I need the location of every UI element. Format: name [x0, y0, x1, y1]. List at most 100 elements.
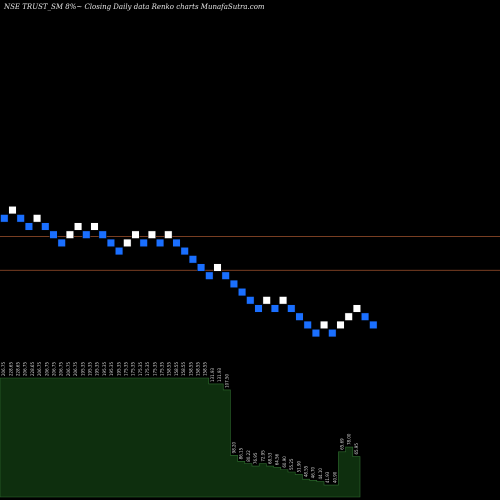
renko-brick-down [287, 304, 296, 313]
renko-brick-down [41, 222, 50, 231]
renko-brick-down [246, 296, 255, 305]
volume-label: 175.35 [131, 362, 136, 376]
volume-labels: 206.75 228.65 228.65 206.75 228.65 206.75 206.… [1, 362, 359, 484]
volume-label: 206.75 [73, 362, 78, 376]
volume-label: 195.35 [80, 362, 85, 376]
volume-label: 195.35 [116, 362, 121, 376]
renko-brick-up [213, 263, 222, 272]
renko-brick-down [188, 255, 197, 264]
volume-label: 158.55 [203, 362, 208, 376]
volume-label: 228.65 [8, 362, 13, 376]
volume-label: 228.65 [30, 362, 35, 376]
renko-brick-up [74, 222, 83, 231]
volume-label: 76.95 [253, 452, 258, 464]
volume-label: 46.70 [311, 466, 316, 478]
volume-label: 65.69 [340, 438, 345, 450]
renko-brick-down [156, 238, 165, 247]
renko-brick-down [57, 238, 66, 247]
renko-brick-down [229, 279, 238, 288]
renko-brick-up [65, 230, 74, 239]
volume-label: 131.93 [217, 367, 222, 381]
renko-brick-down [139, 238, 148, 247]
volume-label: 175.35 [124, 362, 129, 376]
renko-brick-down [16, 214, 25, 223]
chart-title: NSE TRUST_SM 8%~ Closing Daily data Renk… [3, 3, 265, 11]
renko-brick-down [49, 230, 58, 239]
renko-brick-down [303, 320, 312, 329]
renko-brick-down [180, 247, 189, 256]
volume-label: 158.55 [167, 362, 172, 376]
volume-label: 48.55 [304, 465, 309, 477]
renko-brick-down [270, 304, 279, 313]
volume-label: 68.53 [268, 452, 273, 464]
renko-brick-up [8, 206, 17, 215]
volume-label: 80.22 [246, 450, 251, 462]
renko-brick-down [254, 304, 263, 313]
volume-label: 195.35 [109, 362, 114, 376]
renko-brick-down [205, 271, 214, 280]
volume-label: 195.35 [95, 362, 100, 376]
renko-brick-up [33, 214, 42, 223]
volume-label: 158.55 [181, 362, 186, 376]
volume-label: 206.75 [23, 362, 28, 376]
volume-label: 206.75 [1, 362, 6, 376]
renko-brick-down [24, 222, 33, 231]
volume-label: 158.55 [174, 362, 179, 376]
volume-label: 107.50 [224, 373, 229, 387]
renko-brick-down [197, 263, 206, 272]
volume-label: 40.90 [332, 471, 337, 483]
volume-label: 228.65 [16, 362, 21, 376]
volume-label: 64.56 [275, 453, 280, 465]
renko-brick-down [82, 230, 91, 239]
volume-label: 206.75 [66, 362, 71, 376]
volume-label: 175.35 [160, 362, 165, 376]
renko-brick-down [115, 247, 124, 256]
renko-bricks [0, 206, 378, 338]
renko-brick-up [279, 296, 288, 305]
volume-label: 51.90 [296, 460, 301, 472]
renko-brick-down [328, 329, 337, 338]
renko-brick-down [311, 329, 320, 338]
renko-brick-down [361, 312, 370, 321]
volume-label: 44.10 [318, 468, 323, 480]
volume-label: 206.75 [44, 362, 49, 376]
volume-label: 41.93 [325, 471, 330, 483]
volume-label: 131.93 [210, 367, 215, 381]
volume-label: 72.95 [260, 450, 265, 462]
renko-brick-up [352, 304, 361, 313]
volume-label: 65.95 [354, 443, 359, 455]
renko-brick-down [106, 238, 115, 247]
renko-brick-up [262, 296, 271, 305]
volume-label: 206.75 [59, 362, 64, 376]
renko-brick-up [336, 320, 345, 329]
renko-brick-down [369, 320, 378, 329]
volume-label: 60.90 [282, 456, 287, 468]
volume-label: 78.00 [347, 433, 352, 445]
volume-label: 55.25 [289, 458, 294, 470]
volume-label: 175.35 [152, 362, 157, 376]
volume-area-shape [0, 377, 361, 498]
renko-brick-down [172, 238, 181, 247]
renko-brick-up [147, 230, 156, 239]
renko-brick-down [295, 312, 304, 321]
volume-label: 206.75 [52, 362, 57, 376]
renko-brick-up [131, 230, 140, 239]
volume-label: 206.75 [37, 362, 42, 376]
volume-label: 158.55 [196, 362, 201, 376]
renko-brick-down [0, 214, 9, 223]
volume-label: 98.20 [232, 441, 237, 453]
volume-label: 175.35 [145, 362, 150, 376]
renko-brick-down [98, 230, 107, 239]
volume-label: 86.15 [239, 447, 244, 459]
volume-label: 175.35 [138, 362, 143, 376]
renko-brick-up [123, 238, 132, 247]
volume-label: 158.55 [188, 362, 193, 376]
volume-area [0, 377, 361, 498]
renko-brick-up [320, 320, 329, 329]
renko-brick-down [238, 288, 247, 297]
renko-brick-up [344, 312, 353, 321]
renko-brick-up [90, 222, 99, 231]
volume-label: 195.35 [88, 362, 93, 376]
renko-brick-up [164, 230, 173, 239]
